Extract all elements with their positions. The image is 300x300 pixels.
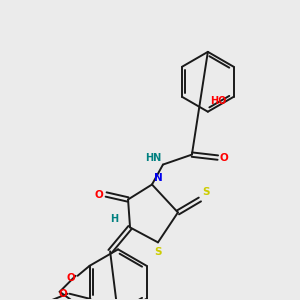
- Text: S: S: [154, 248, 162, 257]
- Text: O: O: [220, 153, 229, 163]
- Text: O: O: [67, 273, 76, 283]
- Text: O: O: [59, 289, 68, 299]
- Text: H: H: [110, 214, 118, 224]
- Text: HN: HN: [145, 153, 161, 163]
- Text: N: N: [154, 172, 163, 182]
- Text: S: S: [202, 188, 209, 197]
- Text: HO: HO: [210, 96, 226, 106]
- Text: O: O: [94, 190, 103, 200]
